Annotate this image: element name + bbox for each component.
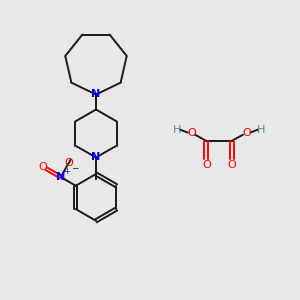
Text: O: O [227, 160, 236, 170]
Text: +: + [63, 167, 70, 176]
Text: O: O [38, 161, 47, 172]
Text: O: O [242, 128, 251, 138]
Text: −: − [71, 163, 78, 172]
Text: H: H [257, 124, 265, 135]
Text: O: O [187, 128, 196, 138]
Text: N: N [92, 152, 100, 163]
Text: N: N [92, 89, 100, 100]
Text: H: H [173, 124, 181, 135]
Text: O: O [202, 160, 211, 170]
Text: O: O [64, 158, 73, 168]
Text: N: N [56, 172, 65, 182]
